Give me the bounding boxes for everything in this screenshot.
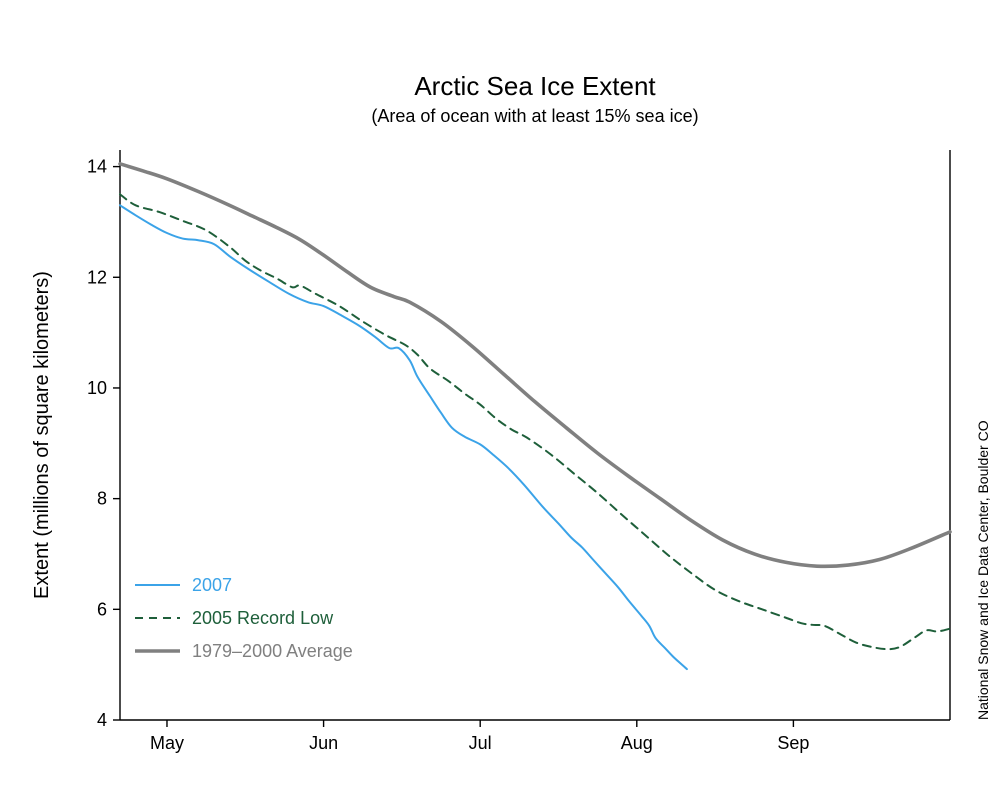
chart-container: Arctic Sea Ice Extent (Area of ocean with… xyxy=(0,0,1000,800)
y-tick-label: 6 xyxy=(97,599,107,619)
x-tick-label: May xyxy=(150,733,184,753)
x-tick-label: Jul xyxy=(469,733,492,753)
x-tick-label: Jun xyxy=(309,733,338,753)
y-tick-label: 8 xyxy=(97,489,107,509)
y-tick-label: 14 xyxy=(87,157,107,177)
line-chart: Arctic Sea Ice Extent (Area of ocean with… xyxy=(0,0,1000,800)
y-tick-label: 12 xyxy=(87,267,107,287)
y-tick-label: 4 xyxy=(97,710,107,730)
legend-label-rec2005: 2005 Record Low xyxy=(192,608,334,628)
y-axis-label: Extent (millions of square kilometers) xyxy=(31,271,53,599)
chart-title: Arctic Sea Ice Extent xyxy=(414,71,656,101)
legend-label-avg: 1979–2000 Average xyxy=(192,641,353,661)
attribution-label: National Snow and Ice Data Center, Bould… xyxy=(975,420,991,720)
x-tick-label: Aug xyxy=(621,733,653,753)
y-tick-label: 10 xyxy=(87,378,107,398)
chart-subtitle: (Area of ocean with at least 15% sea ice… xyxy=(371,106,698,126)
legend-label-y2007: 2007 xyxy=(192,575,232,595)
x-tick-label: Sep xyxy=(777,733,809,753)
